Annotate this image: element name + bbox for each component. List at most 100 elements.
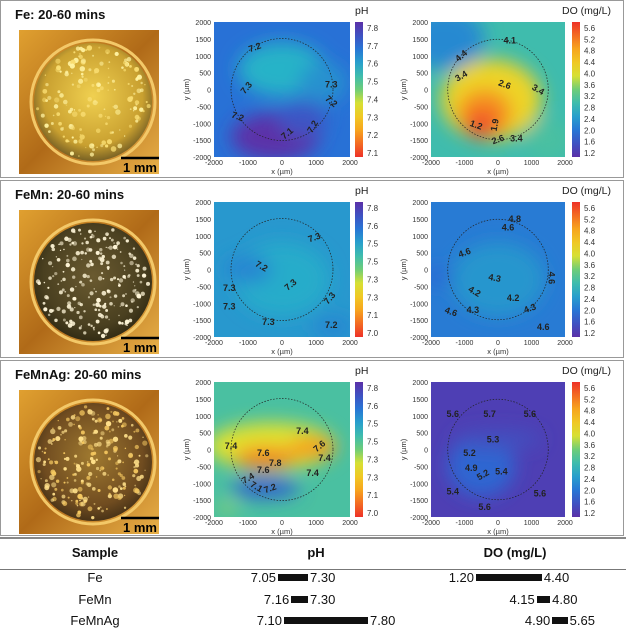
colorbar xyxy=(572,382,580,517)
ph-range-bar xyxy=(291,596,308,603)
x-tick-label: 1000 xyxy=(308,340,324,347)
x-tick-label: 1000 xyxy=(308,520,324,527)
colorbar-tick-label: 7.3 xyxy=(367,275,379,284)
colorbar-title: DO (mg/L) xyxy=(562,365,611,377)
sample-outline-circle xyxy=(230,398,334,501)
heatmap-region xyxy=(451,242,545,317)
micrograph-image: 1 mm xyxy=(19,390,159,534)
colorbar-tick-label: 7.1 xyxy=(367,149,379,158)
heatmap-region xyxy=(278,103,327,137)
y-tick-label: 0 xyxy=(207,448,211,455)
colorbar-tick-label: 5.6 xyxy=(584,204,596,213)
scale-bar-label: 1 mm xyxy=(123,340,157,354)
heatmap-region xyxy=(234,446,296,470)
colorbar-tick-label: 7.6 xyxy=(367,402,379,411)
colorbar-tick-label: 7.3 xyxy=(367,293,379,302)
contour-label: 7.2 xyxy=(230,110,245,124)
colorbar xyxy=(572,22,580,157)
contour-label: 5.6 xyxy=(478,502,491,512)
y-tick-label: 1000 xyxy=(412,414,428,421)
y-tick-label: 500 xyxy=(416,71,428,78)
x-tick-label: -1000 xyxy=(239,340,257,347)
y-tick-label: 1000 xyxy=(412,54,428,61)
sample-outline-circle xyxy=(447,38,549,141)
x-tick-label: 0 xyxy=(496,160,500,167)
contour-label: 5.7 xyxy=(483,409,496,419)
x-tick-label: -2000 xyxy=(422,160,440,167)
x-tick-label: -1000 xyxy=(239,520,257,527)
colorbar-tick-label: 7.4 xyxy=(367,95,379,104)
x-tick-label: -1000 xyxy=(456,340,474,347)
colorbar-tick-label: 4.8 xyxy=(584,407,596,416)
y-tick-label: -1000 xyxy=(410,481,428,488)
y-tick-label: -1500 xyxy=(410,138,428,145)
sample-panel-fe: Fe: 20-60 mins 1 mm 7.2 7.3 7.3 7.2 7.2 7.1 7.2 2… xyxy=(0,0,624,178)
y-tick-label: 500 xyxy=(199,71,211,78)
heatmap-region xyxy=(224,256,272,283)
y-tick-label: -2000 xyxy=(410,155,428,162)
contour-label: 4.6 xyxy=(502,222,515,232)
y-tick-label: 1000 xyxy=(195,414,211,421)
y-tick-label: 1000 xyxy=(412,234,428,241)
contour-label: 4.6 xyxy=(547,272,557,285)
colorbar-tick-label: 7.6 xyxy=(367,60,379,69)
y-tick-label: -500 xyxy=(414,104,428,111)
y-tick-label: 500 xyxy=(199,431,211,438)
contour-label: 7.8 xyxy=(269,458,282,468)
x-axis-label: x (µm) xyxy=(487,167,509,176)
colorbar-title: pH xyxy=(355,5,368,17)
colorbar-tick-label: 7.5 xyxy=(367,438,379,447)
colorbar-tick-label: 7.5 xyxy=(367,240,379,249)
colorbar-tick-label: 7.3 xyxy=(367,113,379,122)
contour-label: 4.9 xyxy=(465,463,478,473)
y-tick-label: -500 xyxy=(197,284,211,291)
scale-bar-label: 1 mm xyxy=(123,520,157,534)
ph-min: 7.16 xyxy=(263,592,290,607)
contour-label: 3.4 xyxy=(510,133,523,143)
sample-outline-circle xyxy=(230,38,334,141)
sample-outline-circle xyxy=(447,218,549,321)
contour-label: 7.3 xyxy=(262,317,275,327)
colorbar-tick-label: 4.0 xyxy=(584,69,596,78)
sample-outline-circle xyxy=(447,398,549,501)
colorbar-tick-label: 3.2 xyxy=(584,452,596,461)
contour-label: 7.2 xyxy=(247,40,262,54)
y-tick-label: 1500 xyxy=(412,37,428,44)
colorbar-tick-label: 2.4 xyxy=(584,475,596,484)
y-tick-label: 2000 xyxy=(195,20,211,27)
colorbar xyxy=(355,22,363,157)
colorbar-title: pH xyxy=(355,365,368,377)
ph-map: 7.47.47.6 7.67.87.47.67.4 7.47.17.22000150… xyxy=(182,365,379,536)
contour-label: 7.3 xyxy=(223,283,236,293)
y-tick-label: -500 xyxy=(414,464,428,471)
heatmap-region xyxy=(524,119,565,157)
colorbar-tick-label: 7.8 xyxy=(367,204,379,213)
contour-label: 7.4 xyxy=(225,441,238,451)
x-tick-label: -1000 xyxy=(239,160,257,167)
y-tick-label: 2000 xyxy=(412,200,428,207)
colorbar-tick-label: 3.2 xyxy=(584,272,596,281)
y-tick-label: -1000 xyxy=(193,121,211,128)
heatmap-region xyxy=(312,316,350,337)
y-tick-label: 0 xyxy=(424,88,428,95)
do-map: 4.14.43.42.6 3.41.2 1.92.6 3.42000150010005… xyxy=(399,5,611,176)
y-tick-label: -500 xyxy=(197,464,211,471)
y-tick-label: 1500 xyxy=(195,217,211,224)
y-tick-label: 2000 xyxy=(412,380,428,387)
colorbar xyxy=(355,382,363,517)
ph-range-bar xyxy=(278,574,308,581)
colorbar-tick-label: 7.2 xyxy=(367,131,379,140)
contour-label: 4.3 xyxy=(522,301,537,315)
colorbar-tick-label: 3.2 xyxy=(584,92,596,101)
summary-table: Sample pH DO (mg/L) Fe 7.05 7.30 1.20 4.40 Fe… xyxy=(0,537,626,631)
sample-outline-circle xyxy=(230,218,334,321)
header-ph: pH xyxy=(307,545,325,560)
heatmap-region xyxy=(288,437,337,458)
contour-label: 4.6 xyxy=(537,322,550,332)
colorbar-tick-label: 7.8 xyxy=(367,384,379,393)
contour-label: 7.4 xyxy=(318,453,331,463)
heatmap-region xyxy=(431,267,455,285)
colorbar-tick-label: 1.2 xyxy=(584,329,596,338)
x-axis-label: x (µm) xyxy=(271,167,293,176)
x-tick-label: 0 xyxy=(496,520,500,527)
